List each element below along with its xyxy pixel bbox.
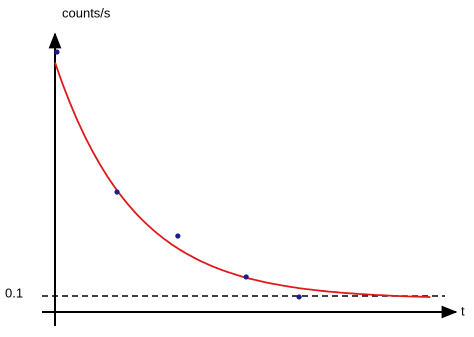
x-axis-label: t	[461, 303, 465, 318]
y-tick-label: 0.1	[5, 285, 23, 300]
data-point	[243, 274, 249, 280]
data-point	[54, 49, 60, 55]
fit-curve	[54, 62, 431, 298]
y-axis-label: counts/s	[62, 5, 111, 20]
data-point	[114, 189, 120, 195]
data-point	[175, 233, 181, 239]
data-point	[296, 294, 302, 300]
